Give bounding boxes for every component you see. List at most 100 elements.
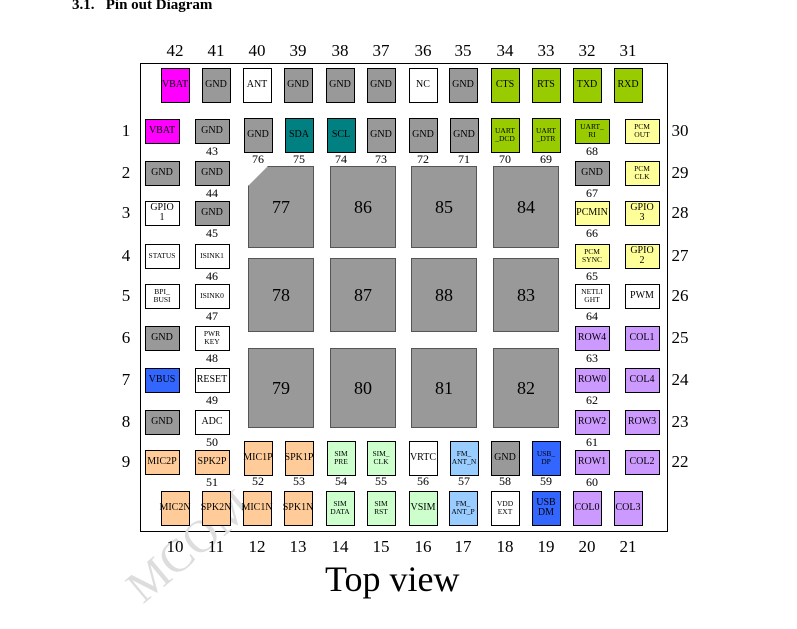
pin-pad: MIC1N bbox=[241, 490, 273, 526]
pin-number: 29 bbox=[671, 162, 689, 182]
pin-pad: VBUS bbox=[144, 367, 180, 393]
pin-pad: COL0 bbox=[572, 490, 602, 526]
pin-pad: RESET bbox=[194, 367, 230, 393]
pin-number: 11 bbox=[207, 536, 225, 556]
pin-number: 60 bbox=[586, 474, 598, 489]
pin-number: 66 bbox=[586, 225, 598, 240]
pin-pad: SDA bbox=[284, 117, 314, 153]
pin-number: 36 bbox=[414, 40, 432, 60]
pin-pad: PWR KEY bbox=[194, 325, 230, 351]
pin-pad: GND bbox=[194, 200, 230, 226]
pin-pad: PWM bbox=[624, 283, 660, 309]
pin-pad: STATUS bbox=[144, 243, 180, 269]
pin-number: 70 bbox=[499, 151, 511, 166]
pin-pad: SCL bbox=[326, 117, 356, 153]
pin-number: 2 bbox=[121, 162, 131, 182]
pin-number: 37 bbox=[372, 40, 390, 60]
pin-pad: TXD bbox=[572, 67, 602, 103]
center-pad: 85 bbox=[411, 166, 477, 248]
heading: 3.1. Pin out Diagram bbox=[72, 0, 213, 13]
center-pad: 81 bbox=[411, 348, 477, 428]
center-pad: 83 bbox=[493, 258, 559, 332]
center-pad: 79 bbox=[248, 348, 314, 428]
pin-pad: NC bbox=[408, 67, 438, 103]
pin-pad: ISINK1 bbox=[194, 243, 230, 269]
pin-pad: GND bbox=[283, 67, 313, 103]
pin-number: 14 bbox=[331, 536, 349, 556]
pin-pad: ROW2 bbox=[574, 409, 610, 435]
pin-pad: GND bbox=[243, 117, 273, 153]
pin-pad: RTS bbox=[531, 67, 561, 103]
pin-number: 18 bbox=[496, 536, 514, 556]
pin-number: 75 bbox=[293, 151, 305, 166]
pin-pad: SPK2N bbox=[201, 490, 231, 526]
pin-number: 74 bbox=[335, 151, 347, 166]
pin-number: 73 bbox=[375, 151, 387, 166]
pin-number: 8 bbox=[121, 411, 131, 431]
pin-pad: SIM PRE bbox=[326, 440, 356, 476]
pin-pad: ROW4 bbox=[574, 325, 610, 351]
pin-number: 27 bbox=[671, 245, 689, 265]
pin-pad: GPIO 1 bbox=[144, 200, 180, 226]
pin-number: 10 bbox=[166, 536, 184, 556]
pin-pad: SIM RST bbox=[366, 490, 396, 526]
pin-pad: MIC1P bbox=[243, 440, 273, 476]
pin-number: 25 bbox=[671, 327, 689, 347]
pin-number: 62 bbox=[586, 392, 598, 407]
pin-pad: GND bbox=[574, 160, 610, 186]
pin-pad: SPK2P bbox=[194, 449, 230, 475]
pin-pad: GPIO 2 bbox=[624, 243, 660, 269]
pin-pad: FM_ ANT_N bbox=[449, 440, 479, 476]
pin-pad: PCM OUT bbox=[624, 118, 660, 144]
pin-pad: ANT bbox=[242, 67, 272, 103]
pin-pad: ROW3 bbox=[624, 409, 660, 435]
center-pad: 77 bbox=[248, 166, 314, 248]
pin-pad: ISINK0 bbox=[194, 283, 230, 309]
center-pad: 88 bbox=[411, 258, 477, 332]
pin-pad: UART _DTR bbox=[531, 117, 561, 153]
pin-pad: MIC2N bbox=[159, 490, 191, 526]
pin-pad: GND bbox=[366, 67, 396, 103]
pin-number: 69 bbox=[540, 151, 552, 166]
pin-pad: GND bbox=[449, 117, 479, 153]
pin-number: 59 bbox=[540, 473, 552, 488]
pin-pad: FM_ ANT_P bbox=[448, 490, 478, 526]
pin-number: 61 bbox=[586, 434, 598, 449]
pin-pad: SIM DATA bbox=[325, 490, 355, 526]
pin-pad: VSIM bbox=[408, 490, 438, 526]
pin-number: 67 bbox=[586, 185, 598, 200]
pin-number: 20 bbox=[578, 536, 596, 556]
pin-number: 31 bbox=[619, 40, 637, 60]
pin-pad: GPIO 3 bbox=[624, 200, 660, 226]
pin-number: 39 bbox=[289, 40, 307, 60]
center-pad: 86 bbox=[330, 166, 396, 248]
pin-number: 50 bbox=[206, 434, 218, 449]
pin-pad: MIC2P bbox=[144, 449, 180, 475]
center-pad: 82 bbox=[493, 348, 559, 428]
pin-pad: GND bbox=[366, 117, 396, 153]
pin-number: 56 bbox=[417, 473, 429, 488]
pin-number: 58 bbox=[499, 473, 511, 488]
pin-number: 21 bbox=[619, 536, 637, 556]
pin-number: 63 bbox=[586, 350, 598, 365]
pin-pad: PCMIN bbox=[574, 200, 610, 226]
pin-number: 32 bbox=[578, 40, 596, 60]
pin-number: 40 bbox=[248, 40, 266, 60]
pin-number: 26 bbox=[671, 285, 689, 305]
pin-pad: RXD bbox=[613, 67, 643, 103]
pin-pad: SIM_ CLK bbox=[366, 440, 396, 476]
pin-number: 43 bbox=[206, 143, 218, 158]
pin-pad: UART _DCD bbox=[490, 117, 520, 153]
pin-pad: PCM SYNC bbox=[574, 243, 610, 269]
pin-pad: NETLI GHT bbox=[574, 283, 610, 309]
pin-pad: VDD EXT bbox=[490, 490, 520, 526]
pin-number: 5 bbox=[121, 285, 131, 305]
pin-number: 46 bbox=[206, 268, 218, 283]
pin-number: 65 bbox=[586, 268, 598, 283]
pin-pad: BPI_ BUSI bbox=[144, 283, 180, 309]
pin-pad: USB_ DP bbox=[531, 440, 561, 476]
pin-pad: UART_ RI bbox=[574, 118, 610, 144]
pin-number: 57 bbox=[458, 473, 470, 488]
pin-pad: GND bbox=[490, 440, 520, 476]
